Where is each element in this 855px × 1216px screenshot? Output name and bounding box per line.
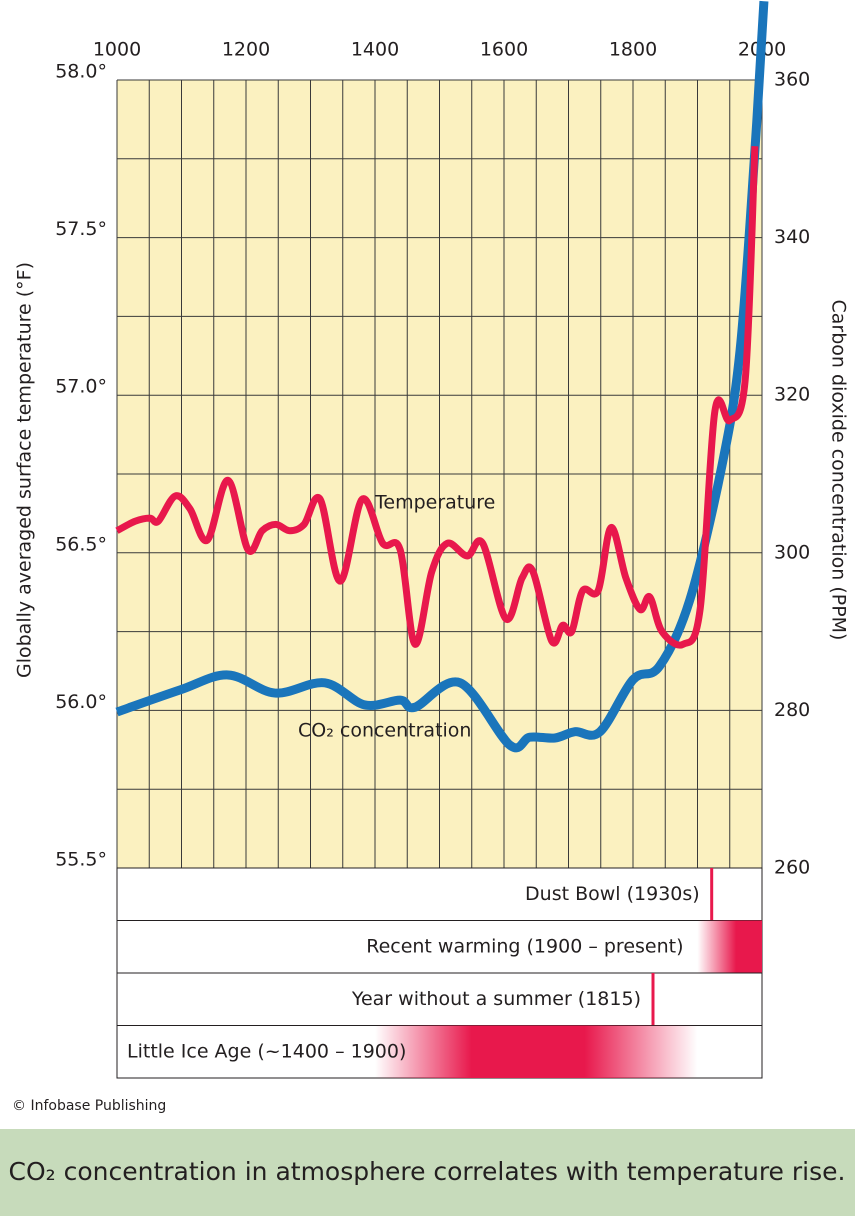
series-line (115, 0, 769, 753)
y2-axis-label: Carbon dioxide concentration (PPM) (828, 300, 850, 641)
y-tick-label: 55.5° (55, 849, 107, 871)
y2-tick-label: 360 (774, 69, 810, 91)
y-tick-label: 57.5° (55, 218, 107, 240)
y-tick-label: 56.0° (55, 691, 107, 713)
event-label: Dust Bowl (1930s) (525, 883, 700, 905)
caption-band (0, 1129, 855, 1216)
y2-tick-label: 280 (774, 699, 810, 721)
y2-tick-label: 300 (774, 541, 810, 563)
event-span (697, 920, 762, 973)
event-row (116, 867, 763, 921)
event-label: Year without a summer (1815) (351, 988, 641, 1010)
y2-tick-label: 320 (774, 384, 810, 406)
event-row (116, 920, 763, 974)
y-tick-label: 57.0° (55, 376, 107, 398)
x-tick-label: 1800 (609, 39, 657, 61)
x-tick-label: 1600 (480, 39, 528, 61)
series-label: CO₂ concentration (298, 720, 471, 742)
x-tick-label: 1000 (93, 39, 141, 61)
y2-tick-label: 340 (774, 226, 810, 248)
y-tick-label: 58.0° (55, 61, 107, 83)
y2-tick-label: 260 (774, 857, 810, 879)
event-label: Little Ice Age (~1400 – 1900) (127, 1040, 406, 1062)
y-axis-label: Globally averaged surface temperature (°… (14, 262, 36, 678)
event-row (116, 972, 763, 1026)
caption: CO₂ concentration in atmosphere correlat… (9, 1157, 846, 1186)
event-label: Recent warming (1900 – present) (366, 935, 683, 957)
y-tick-label: 56.5° (55, 533, 107, 555)
x-tick-label: 1200 (222, 39, 270, 61)
credit: © Infobase Publishing (12, 1098, 166, 1114)
series-line (115, 146, 759, 649)
series-label: Temperature (374, 492, 495, 514)
event-span (375, 1025, 698, 1078)
x-tick-label: 1400 (351, 39, 399, 61)
